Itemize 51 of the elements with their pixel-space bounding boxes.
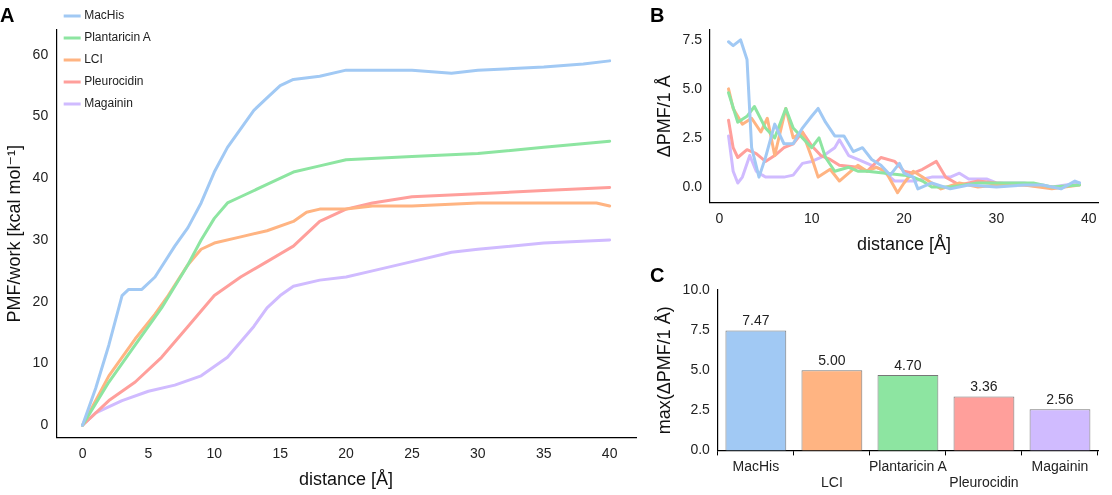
x-tick-label: 5 [144,444,153,461]
y-tick-label: 5.0 [690,361,711,378]
x-tick-label: 40 [1080,209,1097,226]
x-tick-label: MacHis [732,457,780,474]
x-tick-label: 30 [470,444,486,461]
x-tick-label: 15 [272,444,289,461]
data-label: 7.47 [742,312,770,329]
data-label: 2.56 [1046,391,1074,408]
y-tick-label: 60 [32,45,49,62]
y-tick-label: 7.5 [690,320,711,337]
x-tick-label: 20 [338,444,355,461]
y-axis-title: ΔPMF/1 Å [653,75,674,158]
x-tick-label: 0 [715,209,724,226]
legend-label: Plantaricin A [84,30,151,45]
x-axis-title: distance [Å] [857,234,952,255]
x-tick-label: 35 [535,444,552,461]
y-tick-label: 0.0 [682,177,703,194]
y-tick-label: 7.5 [682,30,703,47]
y-tick-label: 5.0 [682,79,703,96]
x-tick-label: 40 [601,444,618,461]
legend-label: MacHis [84,8,125,23]
y-axis-title: PMF/work [kcal mol⁻¹] [3,145,24,323]
y-tick-label: 0 [40,416,49,433]
legend-label: LCI [84,52,103,67]
x-tick-label: Magainin [1031,457,1089,474]
chart-title: A [0,3,15,26]
x-tick-label: 0 [78,444,87,461]
chart-title: B [650,3,665,26]
y-tick-label: 20 [32,292,49,309]
y-tick-label: 2.5 [682,128,703,145]
x-tick-label: Plantaricin A [869,457,948,474]
legend-label: Pleurocidin [84,74,144,89]
chart-title: C [650,263,665,286]
y-tick-label: 40 [32,169,49,186]
data-label: 5.00 [818,352,846,369]
x-tick-label: 20 [896,209,913,226]
y-tick-label: 0.0 [690,441,711,458]
y-tick-label: 10.0 [682,280,711,297]
x-tick-label: 30 [988,209,1005,226]
y-tick-label: 50 [32,107,49,124]
x-tick-label: 10 [803,209,820,226]
legend-label: Magainin [84,96,133,111]
x-tick-label: 10 [206,444,223,461]
x-tick-label: 25 [404,444,420,461]
data-label: 4.70 [894,356,922,373]
y-tick-label: 2.5 [690,401,711,418]
data-label: 3.36 [970,378,998,395]
y-tick-label: 10 [32,354,49,371]
y-tick-label: 30 [32,230,49,247]
y-axis-title: max(ΔPMF/1 Å) [653,306,674,435]
x-axis-title: distance [Å] [299,469,394,490]
